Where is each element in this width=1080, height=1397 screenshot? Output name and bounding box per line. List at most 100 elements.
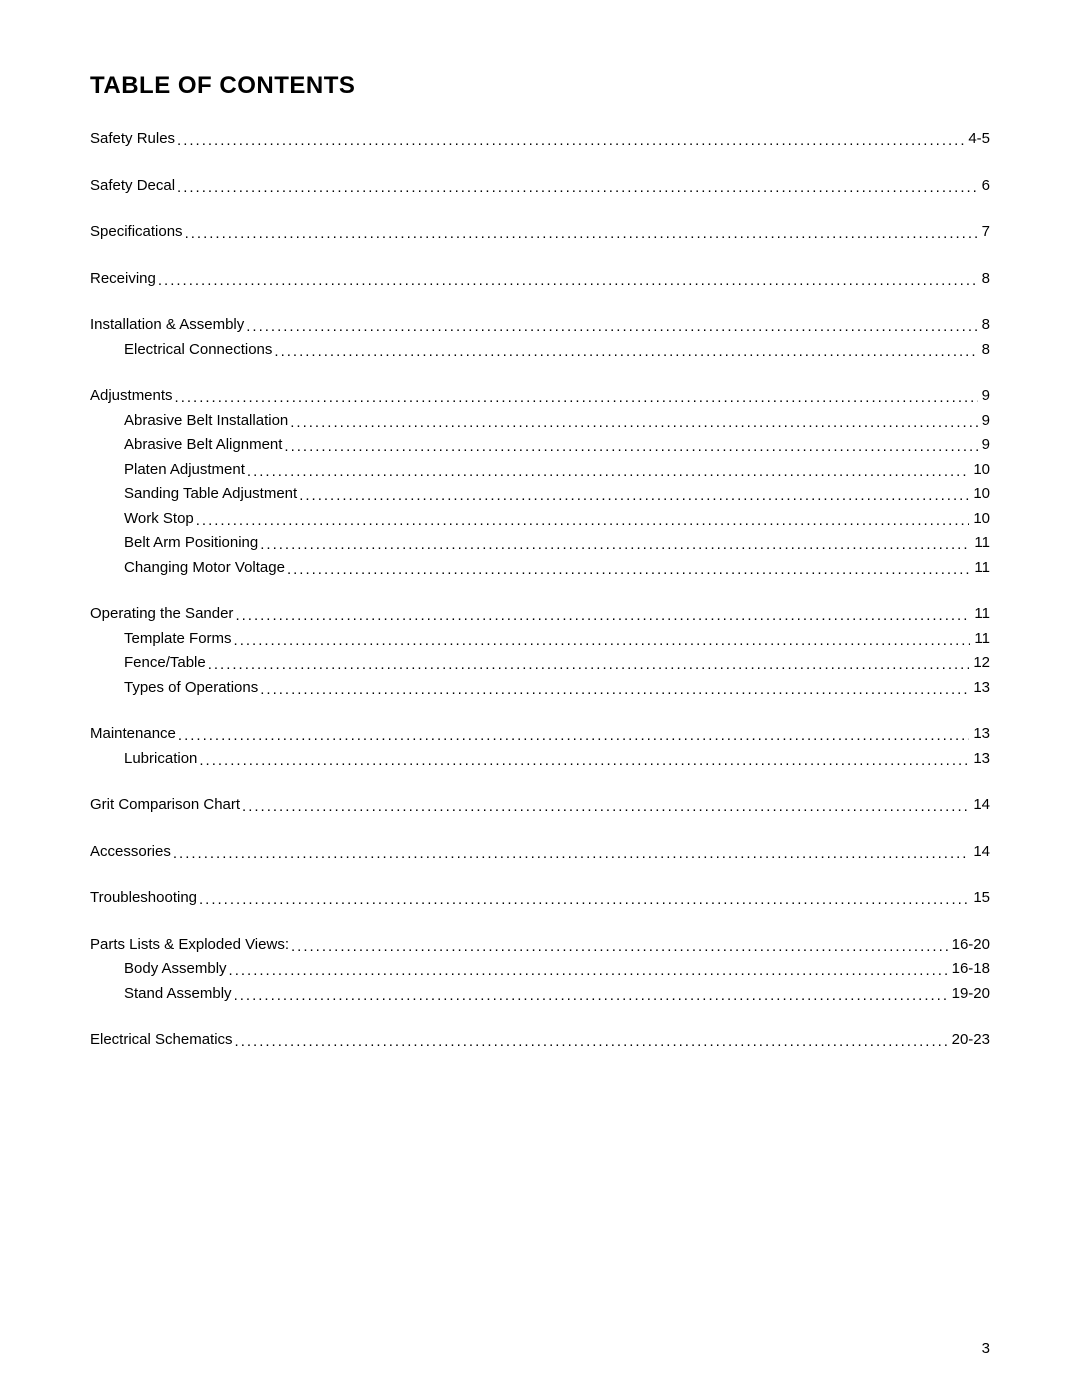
toc-entry: Template Forms 11	[90, 628, 990, 651]
toc-leader-dots	[260, 534, 970, 557]
toc-entry: Adjustments 9	[90, 385, 990, 408]
toc-entry-label: Body Assembly	[124, 958, 227, 981]
toc-entry-page: 9	[980, 434, 990, 457]
toc-entry-page: 20-23	[950, 1029, 990, 1052]
toc-entry-page: 10	[971, 508, 990, 531]
toc-container: Safety Rules 4-5 Safety Decal 6 Specificatio…	[90, 128, 990, 1052]
toc-leader-dots	[158, 270, 978, 293]
toc-entry-label: Receiving	[90, 268, 156, 291]
toc-entry: Installation & Assembly 8	[90, 314, 990, 337]
toc-entry-page: 11	[972, 628, 990, 651]
toc-entry-page: 9	[980, 385, 990, 408]
toc-section: Specifications 7	[90, 221, 990, 244]
toc-section: Accessories 14	[90, 841, 990, 864]
toc-entry-label: Changing Motor Voltage	[124, 557, 285, 580]
toc-entry-label: Grit Comparison Chart	[90, 794, 240, 817]
toc-entry-page: 10	[971, 459, 990, 482]
toc-leader-dots	[185, 223, 978, 246]
toc-leader-dots	[274, 341, 977, 364]
toc-entry: Accessories 14	[90, 841, 990, 864]
toc-entry-label: Adjustments	[90, 385, 173, 408]
toc-leader-dots	[199, 889, 969, 912]
toc-leader-dots	[177, 177, 978, 200]
toc-entry: Electrical Connections8	[90, 339, 990, 362]
toc-entry-page: 8	[980, 314, 990, 337]
toc-entry: Stand Assembly19-20	[90, 983, 990, 1006]
toc-section: Grit Comparison Chart 14	[90, 794, 990, 817]
toc-leader-dots	[178, 725, 969, 748]
toc-leader-dots	[247, 461, 969, 484]
toc-entry: Fence/Table 12	[90, 652, 990, 675]
toc-entry-page: 4-5	[966, 128, 990, 151]
toc-entry-label: Abrasive Belt Installation	[124, 410, 288, 433]
toc-entry-page: 11	[972, 603, 990, 626]
toc-entry-label: Safety Decal	[90, 175, 175, 198]
toc-entry: Specifications 7	[90, 221, 990, 244]
toc-entry-label: Electrical Connections	[124, 339, 272, 362]
toc-leader-dots	[287, 559, 970, 582]
toc-entry: Belt Arm Positioning 11	[90, 532, 990, 555]
toc-entry-label: Sanding Table Adjustment	[124, 483, 297, 506]
toc-entry-label: Maintenance	[90, 723, 176, 746]
toc-entry-page: 16-18	[950, 958, 990, 981]
toc-leader-dots	[246, 316, 977, 339]
toc-leader-dots	[290, 412, 977, 435]
toc-entry: Operating the Sander 11	[90, 603, 990, 626]
toc-leader-dots	[242, 796, 969, 819]
toc-entry-page: 11	[972, 532, 990, 555]
toc-entry-page: 7	[980, 221, 990, 244]
toc-entry: Body Assembly 16-18	[90, 958, 990, 981]
toc-leader-dots	[299, 485, 969, 508]
toc-section: Installation & Assembly8Electrical Conne…	[90, 314, 990, 361]
page-number: 3	[982, 1340, 990, 1357]
toc-entry: Abrasive Belt Installation 9	[90, 410, 990, 433]
toc-entry-label: Fence/Table	[124, 652, 206, 675]
toc-entry-label: Specifications	[90, 221, 183, 244]
toc-entry-page: 14	[971, 841, 990, 864]
toc-section: Safety Decal 6	[90, 175, 990, 198]
toc-entry-label: Troubleshooting	[90, 887, 197, 910]
toc-leader-dots	[234, 985, 948, 1008]
toc-section: Maintenance 13 Lubrication 13	[90, 723, 990, 770]
toc-section: Operating the Sander11Template Forms11Fe…	[90, 603, 990, 699]
toc-entry-page: 10	[971, 483, 990, 506]
toc-entry-page: 9	[980, 410, 990, 433]
toc-entry: Safety Rules 4-5	[90, 128, 990, 151]
toc-entry-page: 13	[971, 677, 990, 700]
toc-entry: Receiving 8	[90, 268, 990, 291]
toc-entry-page: 13	[971, 748, 990, 771]
toc-entry: Sanding Table Adjustment 10	[90, 483, 990, 506]
toc-entry-page: 6	[980, 175, 990, 198]
toc-entry-label: Accessories	[90, 841, 171, 864]
toc-entry-page: 12	[971, 652, 990, 675]
toc-section: Parts Lists & Exploded Views:16-20Body A…	[90, 934, 990, 1006]
toc-leader-dots	[208, 654, 970, 677]
toc-entry: Types of Operations13	[90, 677, 990, 700]
toc-section: Troubleshooting15	[90, 887, 990, 910]
toc-entry-label: Operating the Sander	[90, 603, 233, 626]
toc-entry-page: 8	[980, 268, 990, 291]
toc-entry: Maintenance 13	[90, 723, 990, 746]
toc-entry: Parts Lists & Exploded Views:16-20	[90, 934, 990, 957]
toc-leader-dots	[173, 843, 969, 866]
toc-entry-page: 14	[971, 794, 990, 817]
toc-entry-label: Safety Rules	[90, 128, 175, 151]
toc-leader-dots	[177, 130, 964, 153]
toc-leader-dots	[175, 387, 978, 410]
toc-leader-dots	[235, 1031, 948, 1054]
toc-leader-dots	[229, 960, 948, 983]
toc-leader-dots	[235, 605, 970, 628]
toc-entry-label: Belt Arm Positioning	[124, 532, 258, 555]
toc-entry-label: Lubrication	[124, 748, 197, 771]
toc-entry-label: Parts Lists & Exploded Views:	[90, 934, 289, 957]
toc-entry-page: 11	[972, 557, 990, 580]
toc-entry-label: Installation & Assembly	[90, 314, 244, 337]
toc-entry-page: 13	[971, 723, 990, 746]
toc-entry-label: Template Forms	[124, 628, 232, 651]
toc-entry-page: 19-20	[950, 983, 990, 1006]
toc-entry: Safety Decal 6	[90, 175, 990, 198]
toc-section: Receiving 8	[90, 268, 990, 291]
toc-leader-dots	[199, 750, 969, 773]
toc-entry: Troubleshooting15	[90, 887, 990, 910]
toc-entry: Lubrication 13	[90, 748, 990, 771]
